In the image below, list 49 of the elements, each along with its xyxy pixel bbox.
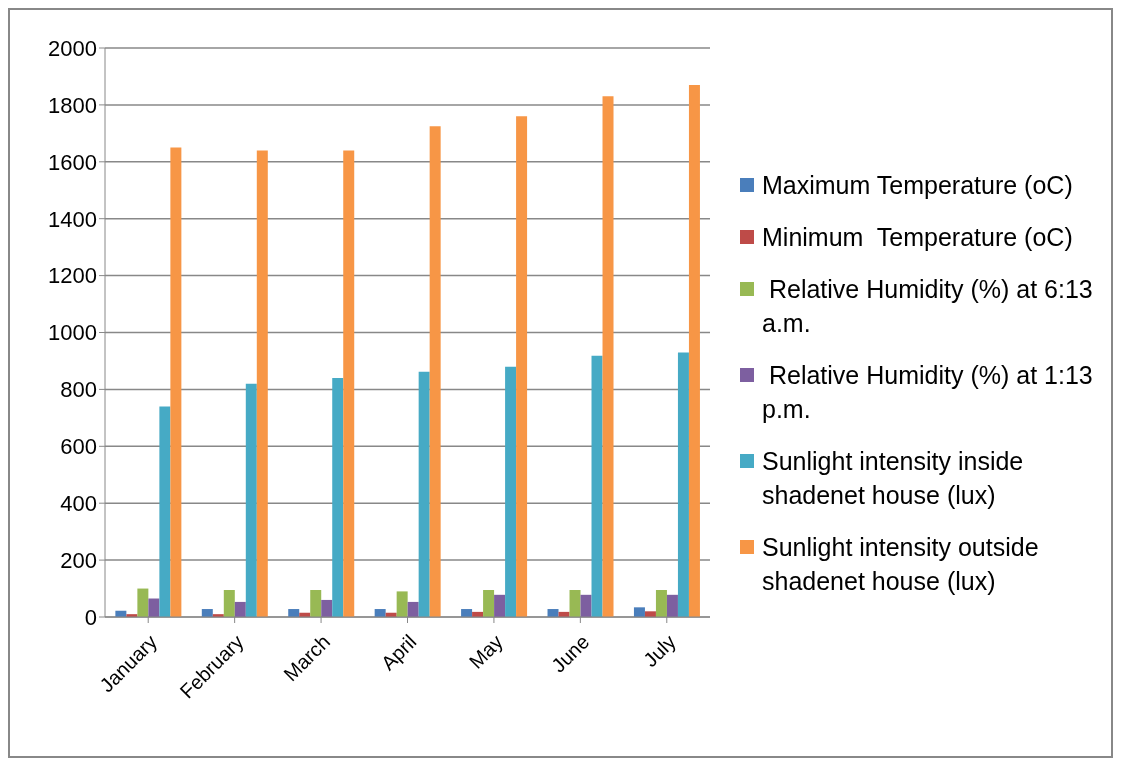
legend-label: Sunlight intensity inside shadenet house (lux)	[762, 446, 1025, 511]
y-tick-label: 1600	[48, 149, 97, 175]
bar	[256, 150, 268, 617]
bar	[666, 594, 678, 617]
bar	[655, 589, 667, 617]
bar	[591, 355, 603, 617]
bar	[407, 601, 419, 617]
bar	[505, 366, 517, 617]
x-tick-label: June	[547, 630, 594, 677]
legend-label: Maximum Temperature (oC)	[762, 170, 1073, 201]
bar	[580, 594, 592, 617]
bar	[332, 378, 344, 617]
x-tick-label: July	[639, 630, 680, 672]
bar	[429, 126, 441, 617]
bar	[418, 371, 430, 617]
bar	[234, 601, 246, 617]
bar	[148, 598, 160, 617]
y-tick-label: 600	[60, 434, 97, 460]
legend-label: Sunlight intensity outside shadenet house (lux)	[762, 532, 1040, 597]
y-tick-label: 1200	[48, 263, 97, 289]
bar	[310, 589, 322, 617]
legend-label: Relative Humidity (%) at 6:13 a.m.	[762, 274, 1094, 339]
y-tick-label: 2000	[48, 35, 97, 61]
y-tick-label: 1800	[48, 92, 97, 118]
bar	[688, 84, 700, 617]
bar	[516, 116, 528, 617]
bar	[494, 594, 506, 617]
bar	[159, 406, 171, 617]
bar	[170, 147, 182, 617]
bar	[137, 588, 149, 617]
y-tick-label: 0	[84, 604, 97, 630]
bar	[343, 150, 355, 617]
bar	[321, 599, 333, 617]
bar	[569, 589, 581, 617]
bar	[396, 591, 408, 617]
y-tick-label: 200	[60, 547, 97, 573]
x-tick-label: May	[464, 630, 507, 673]
y-tick-label: 800	[60, 377, 97, 403]
bar	[602, 96, 614, 617]
y-tick-label: 1400	[48, 206, 97, 232]
bar	[223, 589, 235, 617]
bar	[245, 383, 257, 617]
legend-label: Relative Humidity (%) at 1:13 p.m.	[762, 360, 1094, 425]
bar	[483, 589, 495, 617]
bar	[633, 607, 645, 617]
y-tick-label: 400	[60, 491, 97, 517]
legend-label: Minimum Temperature (oC)	[762, 222, 1073, 253]
bar	[677, 352, 689, 617]
y-tick-label: 1000	[48, 320, 97, 346]
